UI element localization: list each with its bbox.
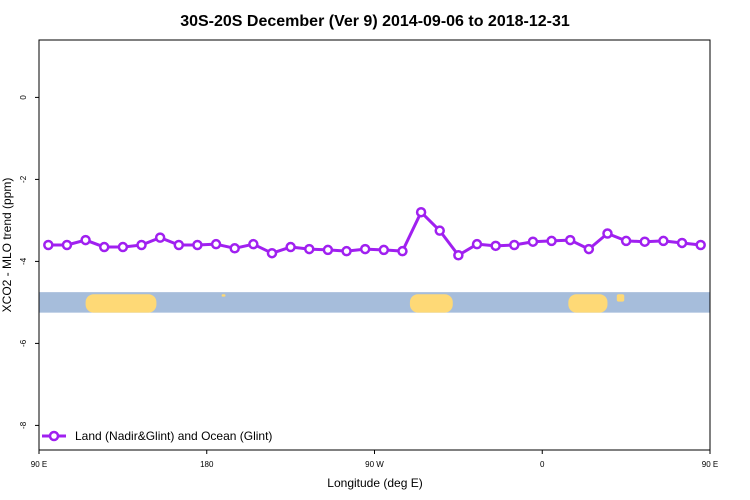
x-tick-label: 90 W — [365, 460, 384, 469]
data-point — [602, 228, 613, 239]
land-segment — [409, 294, 453, 313]
data-point — [434, 225, 445, 236]
x-axis-label: Longitude (deg E) — [327, 476, 422, 490]
y-tick-label: -6 — [19, 339, 28, 347]
data-point — [136, 239, 147, 251]
data-point — [397, 245, 408, 257]
x-tick-label: 90 E — [31, 460, 47, 469]
series-layer — [43, 206, 706, 261]
data-point — [490, 240, 501, 252]
data-point — [266, 247, 278, 259]
ocean-band — [39, 292, 710, 313]
data-point — [117, 241, 129, 253]
data-point — [173, 239, 185, 251]
data-point — [210, 238, 222, 250]
legend-label: Land (Nadir&Glint) and Ocean (Glint) — [75, 429, 272, 443]
land-segment — [221, 294, 226, 297]
data-point — [359, 243, 371, 255]
data-point — [229, 243, 240, 254]
y-tick-label: -2 — [19, 175, 28, 183]
x-axis: 90 E 180 90 W 0 90 E — [31, 450, 718, 469]
data-point — [658, 235, 669, 247]
data-point — [248, 238, 259, 250]
data-point — [639, 236, 651, 247]
data-point — [527, 236, 539, 247]
data-point — [341, 245, 352, 257]
land-segment — [568, 294, 608, 313]
y-axis: 0 -2 -4 -6 -8 — [19, 95, 39, 429]
data-point — [285, 241, 296, 253]
legend-marker-swatch — [48, 430, 60, 442]
x-tick-label: 90 E — [702, 460, 718, 469]
y-tick-label: -8 — [19, 421, 28, 429]
data-point — [43, 239, 54, 251]
chart-title: 30S-20S December (Ver 9) 2014-09-06 to 2… — [180, 13, 570, 30]
data-point — [415, 206, 427, 218]
data-point — [98, 241, 110, 253]
x-tick-label: 0 — [540, 460, 545, 469]
legend: Land (Nadir&Glint) and Ocean (Glint) — [42, 429, 272, 443]
data-point — [509, 239, 520, 251]
data-point — [564, 234, 576, 246]
y-tick-label: -4 — [19, 257, 28, 265]
data-point — [378, 244, 390, 256]
data-point — [322, 244, 334, 256]
data-point — [192, 239, 203, 251]
land-segment — [85, 294, 157, 313]
data-point — [583, 243, 595, 255]
data-point — [453, 250, 464, 261]
data-point — [546, 235, 557, 247]
data-point — [695, 239, 706, 251]
y-tick-label: 0 — [19, 95, 28, 100]
data-point — [61, 239, 73, 251]
data-point — [676, 237, 688, 249]
data-point — [154, 232, 166, 243]
x-tick-label: 180 — [200, 460, 214, 469]
data-point — [304, 243, 315, 255]
data-point — [80, 234, 91, 246]
y-axis-label: XCO2 - MLO trend (ppm) — [0, 178, 14, 313]
map-band — [39, 292, 710, 313]
data-point — [471, 238, 483, 250]
data-point — [620, 235, 632, 247]
land-segment — [616, 294, 625, 302]
